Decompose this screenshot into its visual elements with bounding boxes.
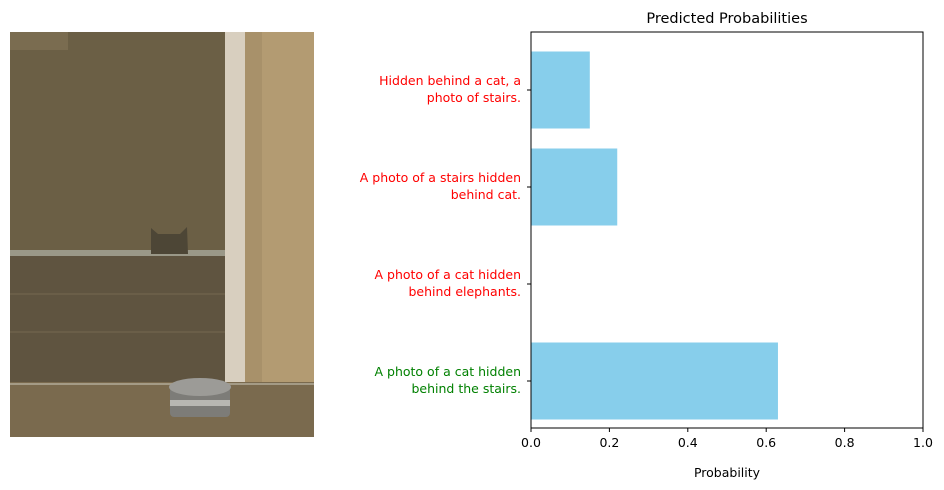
photo-floor: [10, 382, 314, 437]
x-tick-label-3: 0.4: [678, 435, 698, 450]
x-axis-label: Probability: [694, 465, 761, 480]
y-tick-label-1-line-1: Hidden behind a cat, a: [379, 73, 521, 88]
y-tick-label-2-line-2: behind cat.: [451, 187, 521, 202]
y-tick-label-4-line-1: A photo of a cat hidden: [375, 364, 522, 379]
bars-group: [531, 51, 778, 420]
y-tick-label-1-line-2: photo of stairs.: [427, 90, 521, 105]
bar-4: [531, 342, 778, 420]
x-tick-label-5: 0.8: [835, 435, 855, 450]
photo-door-highlight: [262, 32, 314, 412]
photo-stair-front: [10, 256, 225, 382]
x-tick-label-6: 1.0: [913, 435, 933, 450]
y-tick-label-4-line-2: behind the stairs.: [411, 381, 521, 396]
y-tick-label-2-line-1: A photo of a stairs hidden: [360, 170, 521, 185]
x-tick-label-2: 0.2: [599, 435, 619, 450]
photo-stair-edge: [10, 250, 225, 256]
photo-door-frame: [225, 32, 245, 392]
x-tick-label-4: 0.6: [756, 435, 776, 450]
photo-cat-behind-stairs: [10, 32, 314, 437]
x-tick-label-1: 0.0: [521, 435, 541, 450]
y-tick-labels: Hidden behind a cat, a photo of stairs. A …: [360, 73, 531, 396]
bar-2: [531, 148, 618, 226]
photo-wall-light: [10, 32, 68, 50]
plot-frame: [530, 31, 924, 429]
bar-1: [531, 51, 590, 129]
chart-title: Predicted Probabilities: [646, 11, 807, 27]
y-tick-label-3-line-2: behind elephants.: [408, 284, 521, 299]
photo-cat-head: [151, 227, 188, 254]
photo-illustration: [10, 32, 314, 437]
x-tick-labels: 0.0 0.2 0.4 0.6 0.8 1.0: [521, 428, 933, 450]
y-tick-label-3-line-1: A photo of a cat hidden: [375, 267, 522, 282]
